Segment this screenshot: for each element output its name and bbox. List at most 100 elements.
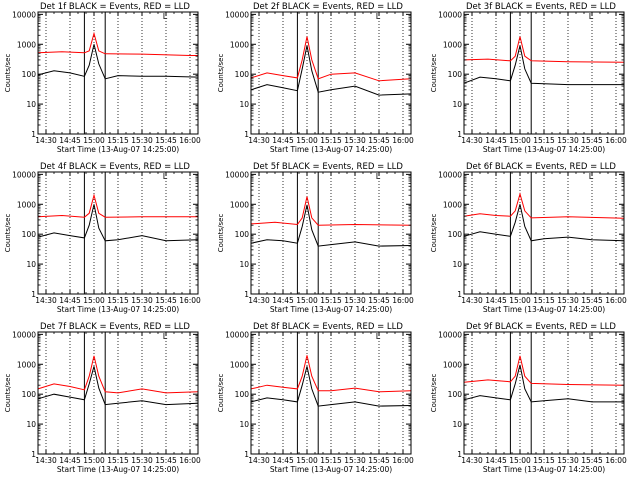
x-tick-label: 14:30 [461, 296, 483, 305]
x-tick-label: 15:30 [344, 136, 366, 145]
lld-series-line [463, 192, 625, 219]
panel-title: Det 4f BLACK = Events, RED = LLD [40, 162, 190, 172]
x-tick-label: 14:30 [461, 456, 483, 465]
x-tick-label: 14:45 [485, 136, 507, 145]
y-tick-label: 100 [448, 70, 463, 79]
y-tick-label: 1000 [443, 40, 462, 49]
x-tick-label: 15:30 [131, 456, 153, 465]
y-tick-label: 1000 [230, 40, 249, 49]
y-tick-label: 10 [26, 420, 36, 429]
events-series-line [37, 366, 199, 406]
x-tick-label: 15:30 [344, 296, 366, 305]
x-tick-label: 14:45 [272, 456, 294, 465]
x-axis-label: Start Time (13-Aug-07 14:25:00) [483, 465, 605, 474]
y-axis-label: Counts/sec [217, 54, 225, 93]
x-tick-label: 15:00 [509, 136, 531, 145]
events-series-line [250, 204, 412, 247]
y-tick-label: 1000 [443, 200, 462, 209]
y-tick-label: 1 [457, 290, 462, 299]
y-axis-label: Counts/sec [4, 54, 12, 93]
x-tick-label: 15:15 [107, 456, 129, 465]
events-series-line [463, 364, 624, 403]
y-tick-label: 1000 [17, 200, 36, 209]
x-tick-label: 15:30 [557, 136, 579, 145]
y-tick-label: 10000 [12, 10, 36, 19]
y-tick-label: 1000 [230, 360, 249, 369]
y-tick-label: 10000 [438, 170, 462, 179]
x-axis-label: Start Time (13-Aug-07 14:25:00) [57, 465, 179, 474]
panel-title: Det 7f BLACK = Events, RED = LLD [40, 322, 190, 332]
events-series-line [250, 366, 412, 407]
x-tick-label: 14:30 [248, 296, 270, 305]
corner-mark: L [163, 332, 168, 341]
panel-title: Det 9f BLACK = Events, RED = LLD [466, 322, 616, 332]
x-tick-label: 15:45 [581, 296, 603, 305]
x-tick-label: 15:30 [557, 296, 579, 305]
y-axis-label: Counts/sec [430, 54, 438, 93]
x-axis-label: Start Time (13-Aug-07 14:25:00) [57, 305, 179, 314]
x-tick-label: 15:15 [533, 296, 555, 305]
x-tick-label: 16:00 [605, 456, 627, 465]
y-axis-label: Counts/sec [217, 214, 225, 253]
x-tick-label: 16:00 [605, 136, 627, 145]
x-tick-label: 15:45 [368, 296, 390, 305]
y-tick-label: 1 [457, 450, 462, 459]
x-tick-label: 14:45 [59, 456, 81, 465]
lld-series-line [250, 196, 412, 226]
panel-title: Det 6f BLACK = Events, RED = LLD [466, 162, 616, 172]
y-tick-label: 100 [22, 230, 37, 239]
x-tick-label: 15:30 [131, 296, 153, 305]
y-tick-label: 1000 [443, 360, 462, 369]
y-tick-label: 10 [26, 100, 36, 109]
y-tick-label: 10 [239, 420, 249, 429]
corner-mark: L [589, 12, 594, 21]
panel-title: Det 2f BLACK = Events, RED = LLD [253, 2, 403, 12]
y-tick-label: 1 [457, 130, 462, 139]
x-axis-label: Start Time (13-Aug-07 14:25:00) [270, 145, 392, 154]
y-tick-label: 100 [22, 70, 37, 79]
x-tick-label: 16:00 [392, 456, 414, 465]
x-tick-label: 15:45 [155, 136, 177, 145]
x-tick-label: 15:00 [83, 296, 105, 305]
x-tick-label: 15:15 [320, 296, 342, 305]
y-axis-label: Counts/sec [430, 214, 438, 253]
y-tick-label: 1000 [17, 40, 36, 49]
corner-mark: L [376, 172, 381, 181]
y-tick-label: 10 [26, 260, 36, 269]
x-tick-label: 14:30 [248, 136, 270, 145]
x-tick-label: 16:00 [179, 456, 201, 465]
events-series-line [463, 204, 625, 242]
x-tick-label: 15:15 [320, 136, 342, 145]
x-tick-label: 15:00 [296, 136, 318, 145]
x-tick-label: 15:45 [368, 136, 390, 145]
y-tick-label: 10 [452, 260, 462, 269]
y-tick-label: 100 [448, 230, 463, 239]
x-tick-label: 15:00 [296, 456, 318, 465]
events-series-line [37, 44, 199, 80]
x-tick-label: 16:00 [179, 136, 201, 145]
x-tick-label: 14:30 [35, 296, 57, 305]
y-tick-label: 10 [452, 420, 462, 429]
x-tick-label: 15:00 [83, 136, 105, 145]
lld-series-line [250, 355, 412, 393]
y-tick-label: 100 [235, 390, 250, 399]
x-tick-label: 15:45 [581, 456, 603, 465]
x-tick-label: 14:45 [485, 296, 507, 305]
x-tick-label: 15:00 [509, 456, 531, 465]
y-tick-label: 1 [244, 290, 249, 299]
y-tick-label: 10000 [225, 330, 249, 339]
corner-mark: L [163, 172, 168, 181]
y-axis-label: Counts/sec [430, 374, 438, 413]
x-tick-label: 14:45 [272, 136, 294, 145]
y-axis-label: Counts/sec [217, 374, 225, 413]
x-tick-label: 16:00 [179, 296, 201, 305]
x-tick-label: 15:45 [368, 456, 390, 465]
corner-mark: L [376, 12, 381, 21]
